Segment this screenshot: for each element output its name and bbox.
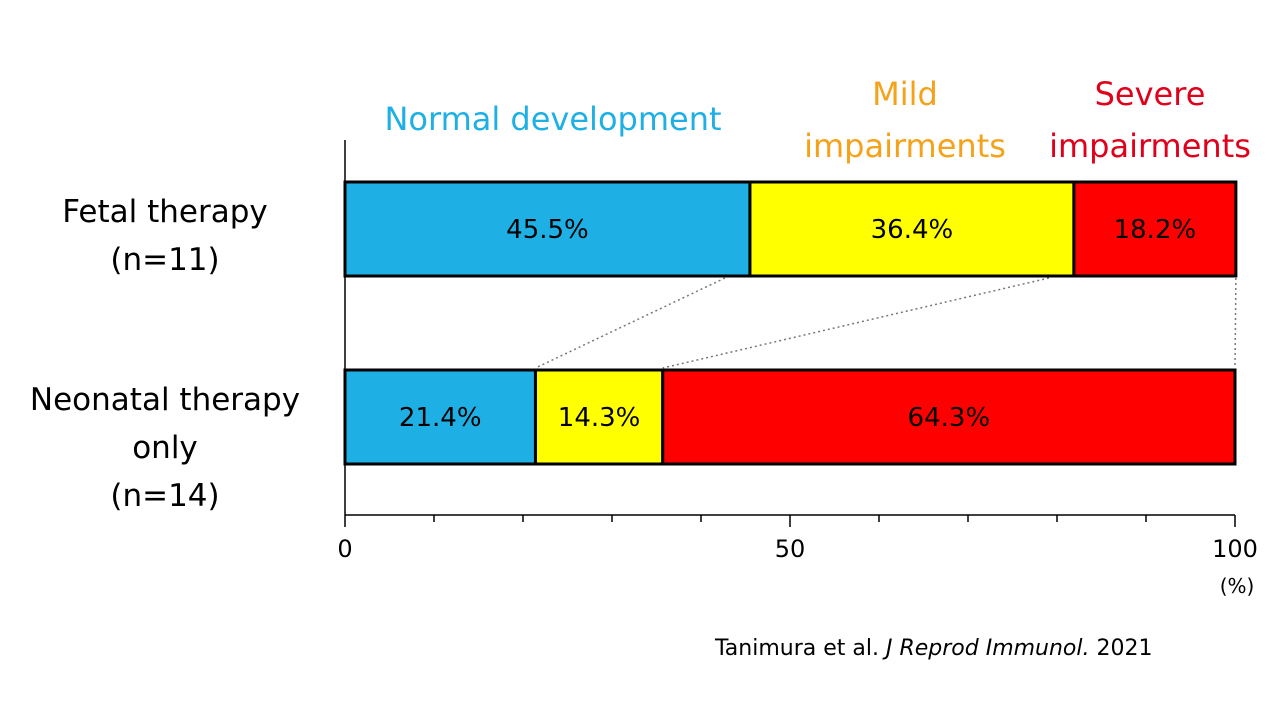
bar-segment-1-2 [661, 368, 1237, 466]
connector-lines [535, 277, 1237, 369]
legend: Normal development Mild impairments Severe i… [384, 75, 1250, 165]
category-label-1-line-0: Neonatal therapy [30, 382, 300, 418]
citation-year: 2021 [1096, 636, 1153, 661]
legend-label-0-line-0: Normal development [384, 100, 721, 138]
data-label-1-2: 64.3% [908, 403, 991, 433]
bar-segment-1-1 [533, 368, 665, 466]
bar-segment-0-0 [343, 180, 752, 278]
data-label-0-2: 18.2% [1114, 215, 1197, 245]
category-label-0-line-0: Fetal therapy [62, 194, 267, 230]
category-label-0-line-1: (n=11) [110, 242, 219, 278]
citation-journal: J Reprod Immunol. [885, 636, 1090, 661]
bar-segment-0-1 [748, 180, 1076, 278]
legend-label-1-line-0: Mild [872, 75, 938, 113]
data-label-1-0: 21.4% [399, 403, 482, 433]
x-tick-label-0: 0 [337, 535, 352, 563]
connector-line-1 [662, 277, 1050, 369]
x-unit-label: (%) [1220, 574, 1255, 598]
category-label-1-line-1: only [132, 430, 198, 466]
segment-labels: 45.5% 36.4% 18.2% 21.4% 14.3% 64.3% [399, 215, 1196, 433]
citation: Tanimura et al. J Reprod Immunol. 2021 [715, 636, 1153, 661]
connector-line-0 [535, 277, 726, 369]
category-label-1-line-2: (n=14) [110, 478, 219, 514]
citation-authors: Tanimura et al. [715, 636, 879, 661]
legend-label-2-line-1: impairments [1049, 127, 1251, 165]
data-label-0-0: 45.5% [506, 215, 589, 245]
x-tick-label-100: 100 [1212, 535, 1258, 563]
bars [343, 180, 1238, 466]
bar-segment-0-2 [1072, 180, 1238, 278]
x-axis: 0 50 100 (%) [337, 140, 1258, 598]
legend-label-2-line-0: Severe [1095, 75, 1206, 113]
connector-line-2 [1234, 277, 1237, 369]
legend-label-1-line-1: impairments [804, 127, 1006, 165]
data-label-1-1: 14.3% [558, 403, 641, 433]
x-tick-label-50: 50 [775, 535, 806, 563]
category-labels: Fetal therapy (n=11) Neonatal therapy only (… [30, 194, 300, 514]
data-label-0-1: 36.4% [871, 215, 954, 245]
